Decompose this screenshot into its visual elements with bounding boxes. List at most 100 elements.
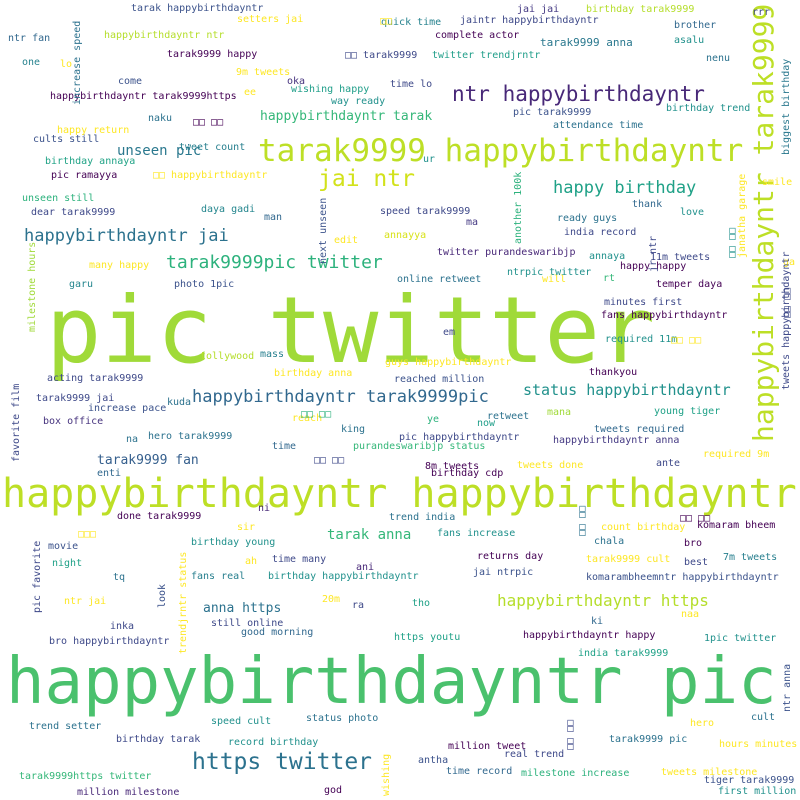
word: pic favorite <box>32 540 43 613</box>
word: jai ntrpic <box>473 567 534 578</box>
word: janatha garage <box>737 173 748 258</box>
word: reach <box>292 413 323 424</box>
word: tweets done <box>517 460 584 471</box>
word: komarambheemntr happybirthdayntr <box>586 572 779 583</box>
word: birthday tarak <box>116 734 201 745</box>
word: one <box>22 57 41 68</box>
word: tarak9999 anna <box>540 36 633 49</box>
word: happybirthdayntr tarak9999pic <box>192 387 489 407</box>
word: ntr jai <box>64 596 107 607</box>
word: □□ □□ <box>727 227 738 258</box>
word: ah <box>245 556 258 567</box>
word: increase speed <box>72 20 83 105</box>
word: happybirthdayntr jai <box>24 226 229 246</box>
word: complete actor <box>435 30 520 41</box>
word: □□ □□ <box>193 117 224 128</box>
word: count birthday <box>601 522 686 533</box>
word: million tweet <box>448 741 527 752</box>
word: edit <box>334 235 359 246</box>
word: dear tarak9999 <box>31 207 116 218</box>
word: twitter purandeswaribjp <box>437 247 576 258</box>
word: look <box>157 583 168 608</box>
word: king <box>341 424 366 435</box>
word: happy birthday <box>553 178 697 198</box>
word: temper daya <box>656 279 723 290</box>
word: asalu <box>674 35 705 46</box>
word: time lo <box>390 79 433 90</box>
word: https youtu <box>394 632 461 643</box>
word: thankyou <box>589 367 638 378</box>
word: tweets milestone <box>661 767 758 778</box>
word: happybirthdayntr pic <box>6 645 777 719</box>
word: increase pace <box>88 403 167 414</box>
word: garu <box>69 279 94 290</box>
word: brother <box>674 20 717 31</box>
word: online retweet <box>397 274 482 285</box>
word: tarak9999pic twitter <box>166 252 383 273</box>
word: biggest birthday <box>781 58 792 155</box>
word: favorite film <box>11 383 22 462</box>
word: next unseen <box>318 197 329 264</box>
word: 9m tweets <box>236 67 291 78</box>
word: record birthday <box>228 737 319 748</box>
word: ntr fan <box>8 33 51 44</box>
word: oka <box>287 76 306 87</box>
word: jai jai <box>517 4 560 15</box>
word: pic twitter <box>46 277 656 384</box>
word: ntr anna <box>782 663 793 712</box>
word: https twitter <box>192 749 373 775</box>
word: status happybirthdayntr <box>523 381 731 399</box>
word: now <box>477 418 496 429</box>
word: annaya <box>589 251 626 262</box>
word: happybirthdayntr tarak9999https <box>50 91 237 102</box>
word: 1pic twitter <box>704 633 777 644</box>
word: box office <box>43 416 104 427</box>
word: happybirthdayntr happy <box>523 630 656 641</box>
word: □□ tarak9999 <box>345 50 418 61</box>
word: birthday anna <box>274 368 353 379</box>
word: attendance time <box>553 120 644 131</box>
word: tarak9999 pic <box>609 734 688 745</box>
word: time many <box>272 554 327 565</box>
word: fans increase <box>437 528 516 539</box>
word: unseen still <box>22 193 95 204</box>
word: hero <box>690 718 715 729</box>
word: speed cult <box>211 716 272 727</box>
word: fans real <box>191 571 246 582</box>
word: daya gadi <box>201 204 256 215</box>
word: ante <box>656 458 681 469</box>
word: antha <box>418 755 449 766</box>
word: annayya <box>384 230 427 241</box>
word: million milestone <box>77 787 180 798</box>
word: best <box>684 557 709 568</box>
word: happy return <box>57 125 130 136</box>
word: will <box>542 274 567 285</box>
word: birthday happybirthdayntr <box>268 571 419 582</box>
word: man <box>264 212 283 223</box>
word: reached million <box>394 374 485 385</box>
word: returns day <box>477 551 544 562</box>
word: tollywood <box>200 351 255 362</box>
word: mana <box>547 407 572 418</box>
word: happybirthdayntr ntr <box>104 30 225 41</box>
word: time record <box>446 766 513 777</box>
word: required 9m <box>703 449 770 460</box>
word: god <box>324 785 343 796</box>
word: anna https <box>203 601 282 616</box>
word: ani <box>356 562 375 573</box>
word: hero tarak9999 <box>148 431 233 442</box>
word: enti <box>97 468 122 479</box>
word: birthday young <box>191 537 276 548</box>
word: ntrpic twitter <box>507 267 592 278</box>
word: jai ntr <box>318 166 415 192</box>
word: ra <box>352 600 365 611</box>
word: ki <box>591 616 604 627</box>
word: 8m tweets <box>425 461 480 472</box>
word: □□□ <box>78 529 97 540</box>
word: wishing <box>381 753 392 796</box>
word: tarak9999https twitter <box>19 771 152 782</box>
word: hours minutes <box>719 739 798 750</box>
word: india tarak9999 <box>578 648 669 659</box>
word: ntr happybirthdayntr <box>452 82 705 106</box>
word: required 11m <box>605 334 678 345</box>
